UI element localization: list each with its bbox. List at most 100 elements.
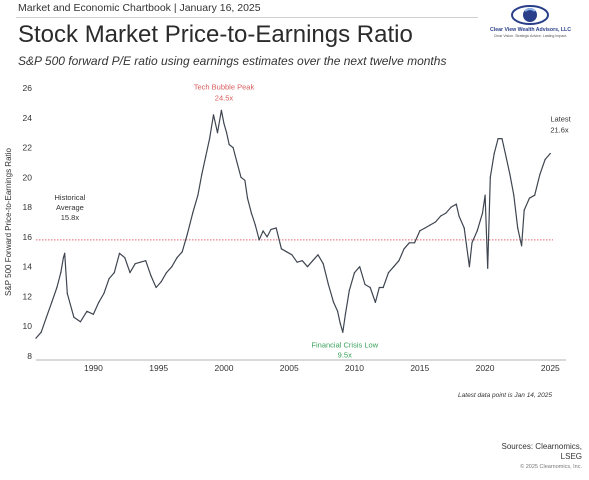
data-point <box>549 152 551 155</box>
data-point <box>463 227 465 229</box>
header-divider <box>16 17 478 18</box>
data-point <box>240 176 242 178</box>
data-point <box>493 152 495 155</box>
data-point <box>424 227 426 229</box>
data-point <box>374 301 376 303</box>
data-point <box>450 206 452 208</box>
data-point <box>327 283 329 286</box>
data-point <box>505 155 507 158</box>
data-point <box>232 147 234 149</box>
data-point <box>139 261 141 263</box>
logo-company-name: Clear View Wealth Advisors, LLC <box>490 27 571 33</box>
data-point <box>523 209 525 211</box>
data-point <box>216 132 219 134</box>
data-point <box>339 322 341 324</box>
y-axis-label: S&P 500 Forward Price-to-Earnings Ratio <box>4 147 13 295</box>
y-tick-label: 20 <box>23 172 33 182</box>
data-point <box>528 197 531 199</box>
eye-logo-icon <box>511 5 549 25</box>
data-point <box>103 292 105 295</box>
sources-line-1: Sources: Clearnomics, <box>501 442 582 451</box>
data-point <box>398 260 400 262</box>
data-point <box>86 310 88 312</box>
historical-average-label: Historical <box>55 193 86 202</box>
data-point <box>266 236 268 238</box>
data-point <box>471 242 473 244</box>
x-axis-ticks: 1990 1995 2000 2005 2010 2015 2020 2025 <box>84 363 560 373</box>
data-point <box>484 194 486 196</box>
financial-crisis-low-value: 9.5x <box>338 351 352 360</box>
data-point <box>51 301 53 303</box>
data-point <box>539 173 541 175</box>
data-point <box>544 158 546 161</box>
data-point <box>270 228 272 230</box>
data-point <box>236 161 238 163</box>
data-point <box>113 272 115 274</box>
data-point <box>108 278 110 280</box>
y-tick-label: 14 <box>23 262 33 272</box>
data-point <box>382 286 384 289</box>
data-point <box>317 254 319 256</box>
data-point <box>497 138 499 140</box>
data-point <box>129 272 131 274</box>
data-point <box>440 215 442 217</box>
y-tick-label: 12 <box>23 291 33 301</box>
data-points <box>35 109 551 339</box>
data-point <box>223 123 225 125</box>
data-point <box>73 316 75 318</box>
data-point <box>145 260 147 262</box>
logo-tagline: Clear Vision. Strategic Advice. Lasting … <box>493 34 568 38</box>
data-point <box>220 109 222 111</box>
data-point <box>186 233 188 235</box>
data-point <box>476 230 478 232</box>
y-axis-ticks: 8 10 12 14 16 18 20 22 24 26 <box>23 83 33 361</box>
data-point <box>403 248 405 250</box>
data-point <box>244 179 246 181</box>
y-tick-label: 24 <box>23 113 33 123</box>
data-point <box>322 263 324 265</box>
data-point <box>62 257 64 259</box>
data-point <box>419 230 421 232</box>
chartbook-header: Market and Economic Chartbook | January … <box>18 2 261 14</box>
data-point <box>160 281 162 283</box>
data-point <box>429 224 431 226</box>
page-title: Stock Market Price-to-Earnings Ratio <box>18 21 413 48</box>
data-point <box>192 212 194 214</box>
data-point <box>155 286 157 289</box>
x-tick-label: 2010 <box>345 363 364 373</box>
data-point <box>181 251 183 253</box>
data-point <box>359 266 361 268</box>
data-point <box>348 289 350 292</box>
latest-label: Latest <box>550 115 571 124</box>
data-point <box>258 239 260 241</box>
data-point <box>481 212 484 214</box>
data-point <box>517 227 519 229</box>
data-point <box>306 266 309 268</box>
y-tick-label: 18 <box>23 202 33 212</box>
sources-line-2: LSEG <box>560 452 582 461</box>
data-point <box>378 286 380 289</box>
data-point <box>434 221 437 223</box>
data-point <box>98 301 100 303</box>
data-point <box>212 114 215 116</box>
tech-bubble-peak-label: Tech Bubble Peak <box>194 82 255 91</box>
data-point <box>56 286 58 289</box>
data-point <box>333 301 335 303</box>
data-point <box>342 331 344 333</box>
latest-value: 21.6x <box>550 126 569 135</box>
data-point <box>228 144 230 146</box>
data-point <box>387 272 390 274</box>
historical-average-value: 15.8x <box>61 213 80 222</box>
data-point <box>209 138 211 140</box>
data-point <box>301 260 303 262</box>
data-point <box>445 212 447 214</box>
data-point <box>369 286 371 289</box>
data-point <box>364 283 366 286</box>
data-point <box>408 242 410 244</box>
y-tick-label: 8 <box>27 351 32 361</box>
data-point <box>280 248 282 250</box>
x-tick-label: 1990 <box>84 363 103 373</box>
data-point <box>45 316 48 318</box>
data-point <box>534 194 536 196</box>
